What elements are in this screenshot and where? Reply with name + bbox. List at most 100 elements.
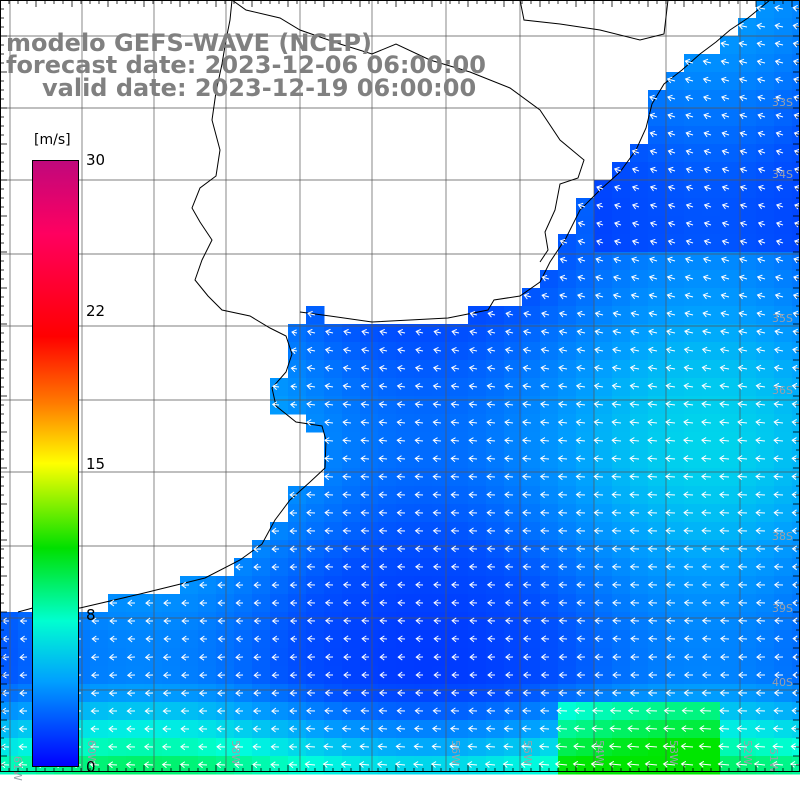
- wind-cell: [612, 198, 631, 217]
- wind-cell: [702, 630, 721, 649]
- wind-cell: [630, 450, 649, 469]
- wind-cell: [738, 486, 757, 505]
- wind-cell: [756, 234, 775, 253]
- wind-cell: [324, 324, 343, 343]
- wind-cell: [774, 396, 793, 415]
- wind-cell: [360, 738, 379, 757]
- wind-cell: [774, 216, 793, 235]
- valid-date: valid date: 2023-12-19 06:00:00: [42, 76, 476, 100]
- wind-cell: [720, 162, 739, 181]
- wind-cell: [648, 738, 667, 757]
- wind-cell: [666, 162, 685, 181]
- wind-cell: [432, 324, 451, 343]
- wind-cell: [702, 144, 721, 163]
- wind-cell: [684, 144, 703, 163]
- wind-cell: [666, 198, 685, 217]
- wind-cell: [720, 180, 739, 199]
- wind-cell: [522, 504, 541, 523]
- wind-cell: [612, 612, 631, 631]
- wind-cell: [558, 468, 577, 487]
- wind-cell: [612, 414, 631, 433]
- wind-arrow: [756, 728, 765, 729]
- wind-cell: [774, 432, 793, 451]
- wind-cell: [288, 324, 307, 343]
- wind-cell: [648, 162, 667, 181]
- wind-cell: [306, 738, 325, 757]
- wind-cell: [648, 216, 667, 235]
- wind-cell: [756, 504, 775, 523]
- wind-cell: [702, 378, 721, 397]
- wind-cell: [594, 270, 613, 289]
- wind-cell: [594, 504, 613, 523]
- wind-cell: [468, 738, 487, 757]
- wind-arrow: [630, 476, 639, 477]
- wind-cell: [558, 288, 577, 307]
- wind-cell: [306, 720, 325, 739]
- wind-cell: [648, 144, 667, 163]
- wind-cell: [306, 504, 325, 523]
- wind-cell: [594, 180, 613, 199]
- wind-cell: [540, 504, 559, 523]
- wind-cell: [666, 720, 685, 739]
- wind-cell: [630, 486, 649, 505]
- wind-cell: [720, 252, 739, 271]
- lon-label: 61W: [11, 756, 24, 781]
- wind-cell: [738, 270, 757, 289]
- wind-cell: [648, 234, 667, 253]
- wind-cell: [666, 378, 685, 397]
- wind-cell: [648, 180, 667, 199]
- wind-cell: [720, 720, 739, 739]
- wind-cell: [702, 720, 721, 739]
- wind-cell: [630, 396, 649, 415]
- wind-cell: [702, 612, 721, 631]
- wind-cell: [576, 288, 595, 307]
- wind-cell: [630, 720, 649, 739]
- wind-cell: [738, 612, 757, 631]
- wind-cell: [576, 216, 595, 235]
- wind-cell: [648, 432, 667, 451]
- wind-cell: [684, 720, 703, 739]
- wind-cell: [756, 396, 775, 415]
- wind-cell: [738, 504, 757, 523]
- wind-cell: [756, 630, 775, 649]
- wind-cell: [360, 720, 379, 739]
- wind-cell: [576, 270, 595, 289]
- wind-cell: [540, 270, 559, 289]
- wind-cell: [576, 252, 595, 271]
- wind-cell: [630, 252, 649, 271]
- wind-cell: [738, 252, 757, 271]
- wind-cell: [738, 126, 757, 145]
- wind-cell: [648, 378, 667, 397]
- wind-cell: [756, 126, 775, 145]
- wind-cell: [774, 108, 793, 127]
- wind-cell: [288, 396, 307, 415]
- wind-cell: [612, 180, 631, 199]
- wind-cell: [324, 468, 343, 487]
- wind-cell: [720, 450, 739, 469]
- wind-cell: [342, 468, 361, 487]
- wind-cell: [756, 450, 775, 469]
- wind-cell: [522, 306, 541, 325]
- wind-cell: [522, 432, 541, 451]
- colorbar-tick: 8: [86, 608, 96, 623]
- wind-cell: [558, 450, 577, 469]
- wind-cell: [324, 720, 343, 739]
- wind-arrow: [557, 728, 567, 729]
- wind-cell: [558, 270, 577, 289]
- wind-cell: [774, 504, 793, 523]
- wind-cell: [666, 234, 685, 253]
- wind-cell: [540, 306, 559, 325]
- wind-cell: [612, 630, 631, 649]
- wind-cell: [576, 234, 595, 253]
- wind-cell: [738, 468, 757, 487]
- wind-arrow: [646, 728, 657, 729]
- wind-cell: [288, 378, 307, 397]
- wind-cell: [342, 720, 361, 739]
- wind-arrow: [664, 728, 675, 729]
- wind-cell: [702, 396, 721, 415]
- wind-cell: [612, 162, 631, 181]
- wind-cell: [558, 486, 577, 505]
- wind-cell: [684, 162, 703, 181]
- wind-cell: [540, 486, 559, 505]
- wind-cell: [612, 432, 631, 451]
